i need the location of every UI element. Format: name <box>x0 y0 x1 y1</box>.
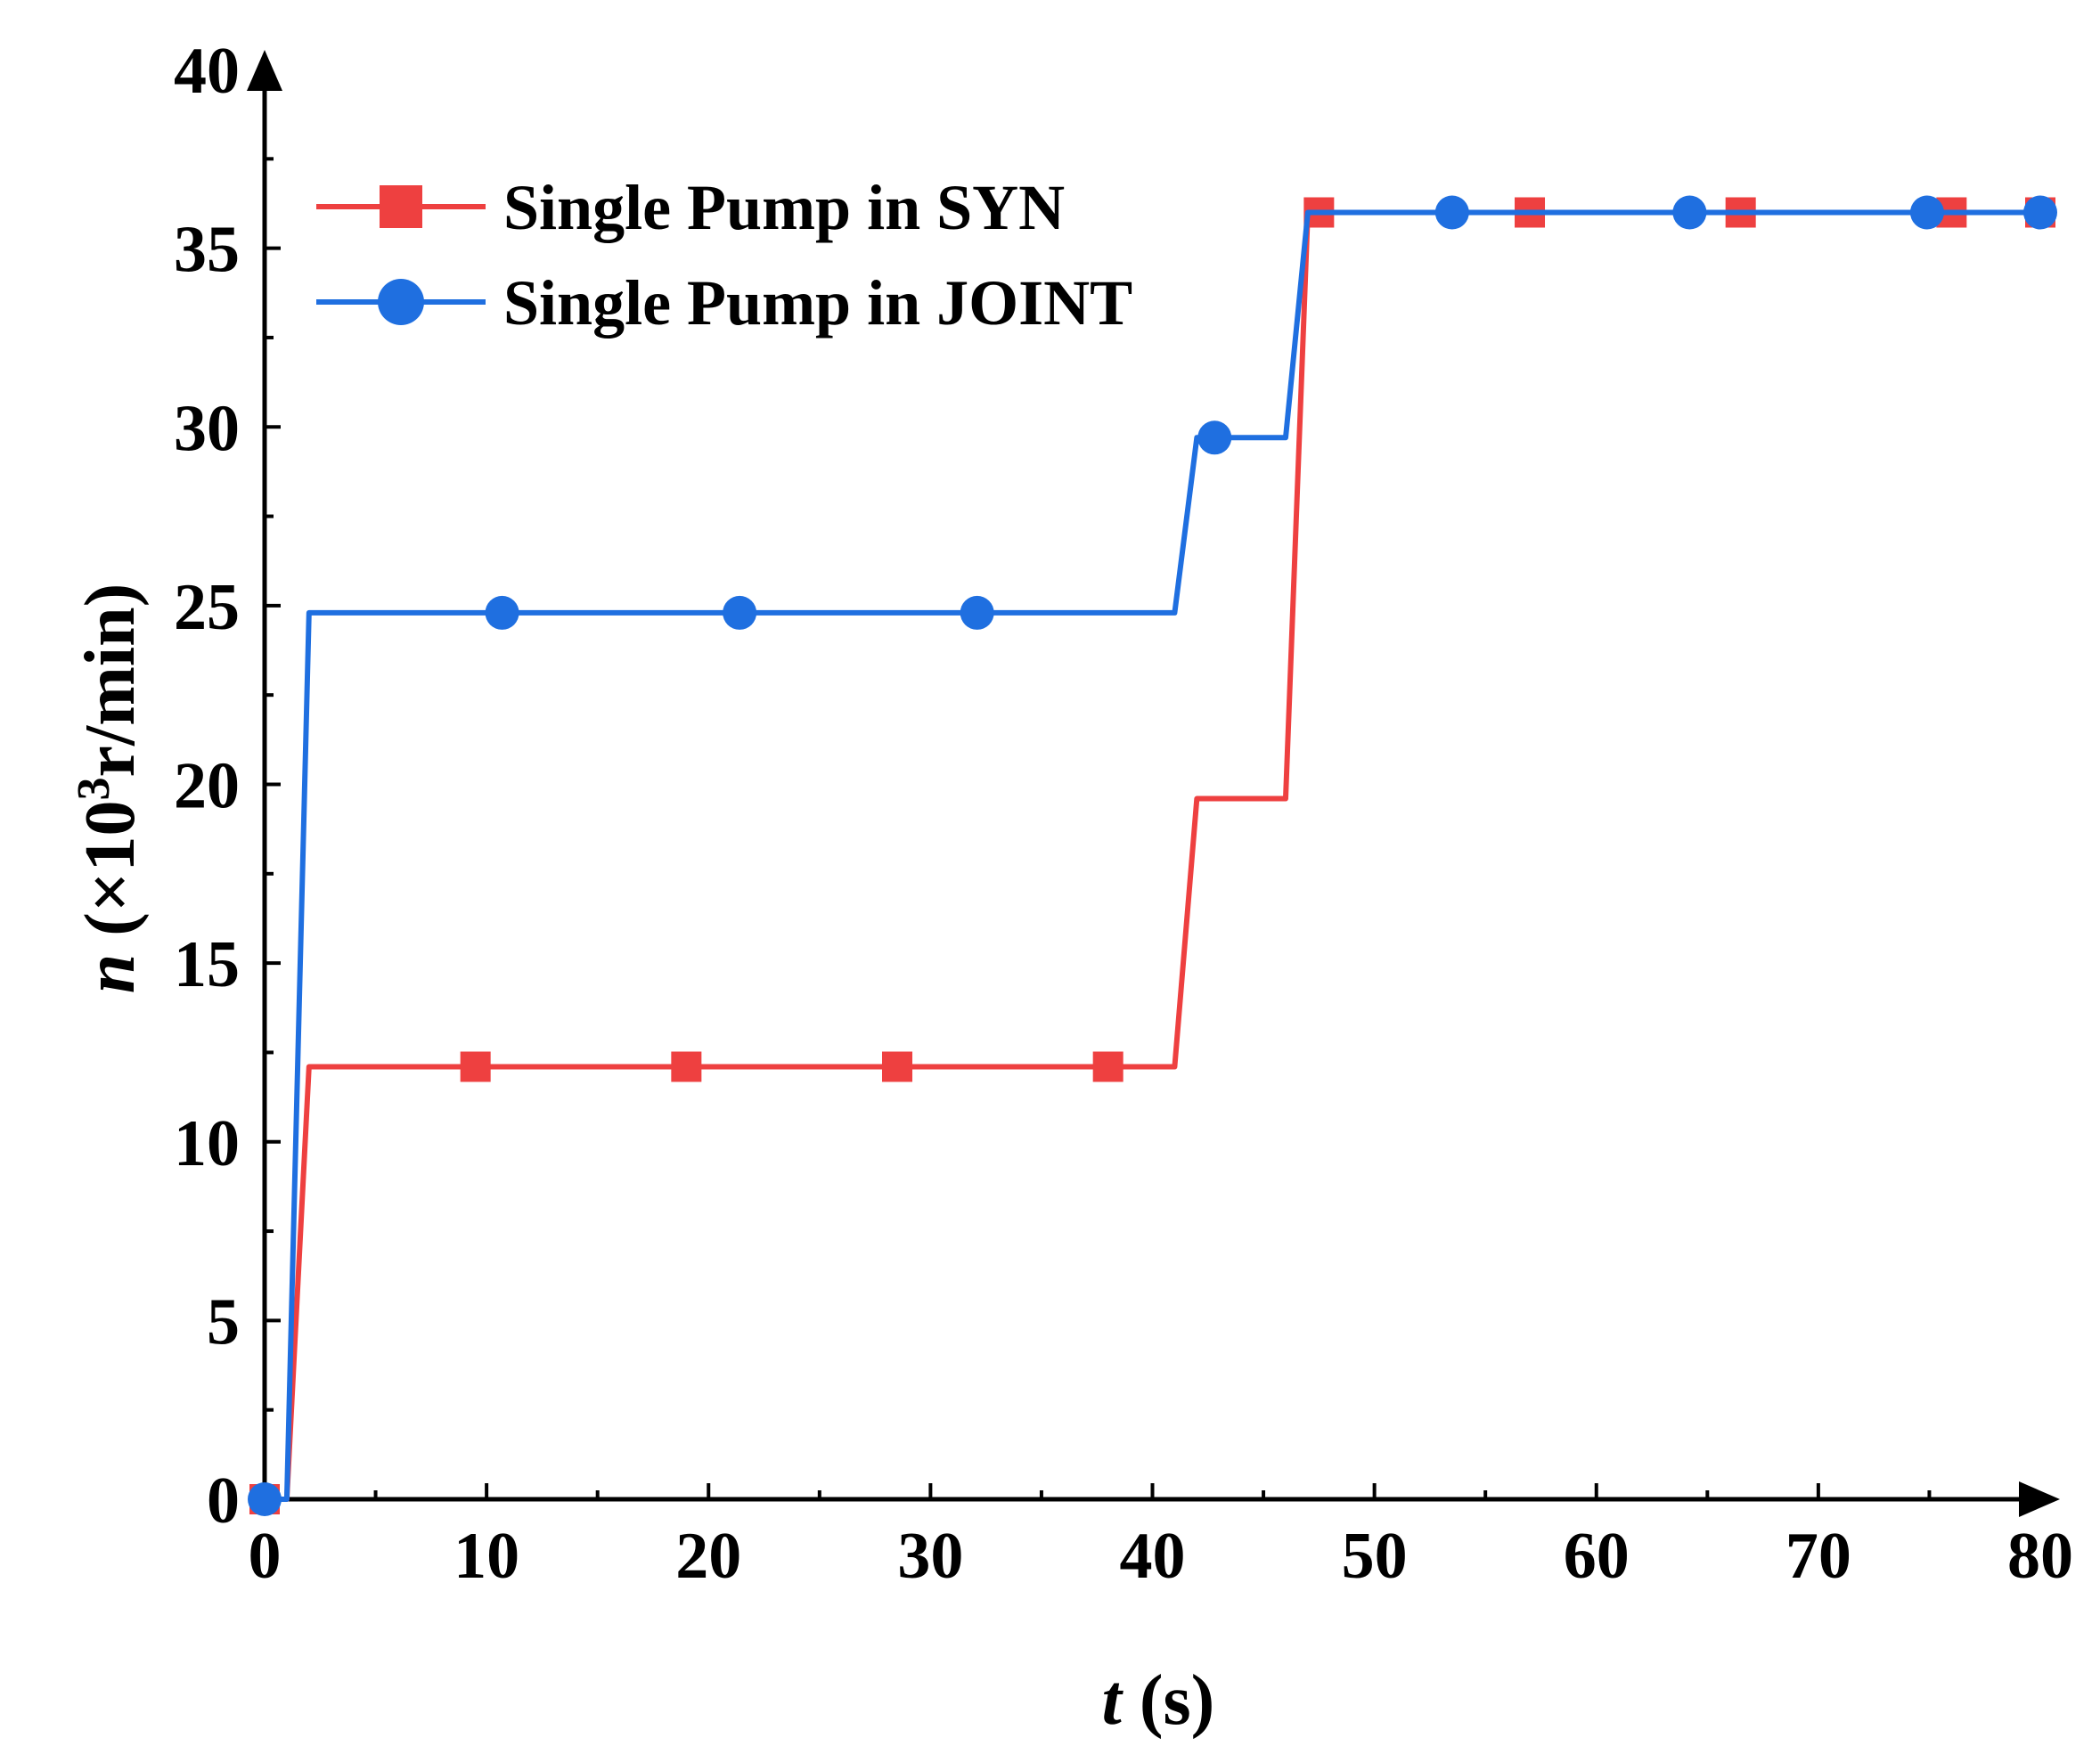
data-point-single-pump-in-joint <box>960 595 994 630</box>
x-axis-variable: t <box>1102 1661 1124 1740</box>
y-axis-unit-prefix: (×10 <box>71 801 150 954</box>
x-axis-title: t (s) <box>1102 1661 1215 1740</box>
y-axis-unit-exponent: 3 <box>69 778 119 801</box>
data-point-single-pump-in-joint <box>1672 195 1707 230</box>
data-point-single-pump-in-joint <box>1434 195 1469 230</box>
x-tick-label: 50 <box>1342 1520 1408 1593</box>
y-axis-arrow-icon <box>247 50 282 91</box>
y-tick-label: 40 <box>174 35 240 108</box>
data-point-single-pump-in-syn <box>671 1051 702 1082</box>
data-point-single-pump-in-syn <box>460 1051 491 1082</box>
y-axis-variable: n <box>71 954 150 994</box>
y-tick-label: 15 <box>174 928 240 1001</box>
x-tick-label: 60 <box>1564 1520 1630 1593</box>
y-tick-label: 0 <box>207 1465 240 1538</box>
y-axis-title: n (×103r/min) <box>69 583 150 993</box>
legend: Single Pump in SYN Single Pump in JOINT <box>316 172 1132 339</box>
series-line-single-pump-in-joint <box>265 209 2040 1502</box>
y-tick-label: 10 <box>174 1107 240 1180</box>
y-tick-label: 5 <box>207 1285 240 1358</box>
x-axis-arrow-icon <box>2019 1481 2060 1517</box>
y-tick-label: 25 <box>174 571 240 644</box>
legend-label-single-pump-in-syn: Single Pump in SYN <box>503 172 1065 243</box>
y-tick-label: 30 <box>174 392 240 465</box>
y-tick-label: 35 <box>174 214 240 287</box>
series-line-single-pump-in-syn <box>265 209 2040 1502</box>
x-tick-label: 70 <box>1785 1520 1851 1593</box>
x-tick-label: 10 <box>454 1520 519 1593</box>
data-point-single-pump-in-joint <box>2023 195 2057 230</box>
data-point-single-pump-in-joint <box>1909 195 1944 230</box>
x-tick-label: 0 <box>249 1520 282 1593</box>
legend-label-single-pump-in-joint: Single Pump in JOINT <box>503 267 1132 339</box>
data-point-single-pump-in-joint <box>485 595 519 630</box>
x-axis-unit: (s) <box>1122 1661 1214 1740</box>
x-tick-label: 30 <box>897 1520 963 1593</box>
data-point-single-pump-in-joint <box>1197 420 1232 455</box>
legend-marker-single-pump-in-joint <box>378 279 424 325</box>
axes: 0 10 20 30 40 50 60 70 80 0 5 10 15 20 25 30 35 40 <box>174 35 2073 1593</box>
x-tick-label: 20 <box>675 1520 741 1593</box>
data-point-single-pump-in-joint <box>723 595 757 630</box>
x-tick-label: 40 <box>1120 1520 1186 1593</box>
y-axis-unit-suffix: r/min) <box>71 583 150 778</box>
legend-marker-single-pump-in-syn <box>380 185 422 228</box>
x-tick-label: 80 <box>2007 1520 2073 1593</box>
data-point-single-pump-in-syn <box>1092 1051 1124 1082</box>
data-point-single-pump-in-joint <box>248 1482 282 1516</box>
y-tick-label: 20 <box>174 750 240 823</box>
data-point-single-pump-in-syn <box>882 1051 913 1082</box>
plot-area <box>248 195 2057 1516</box>
